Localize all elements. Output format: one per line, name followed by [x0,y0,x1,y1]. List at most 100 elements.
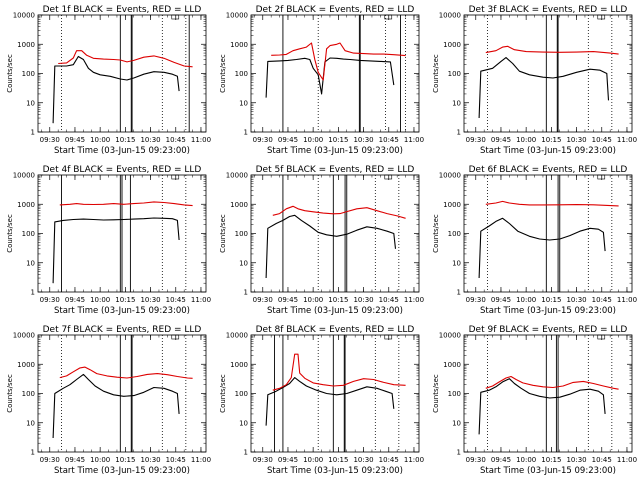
x-tick-label: 10:45 [379,136,399,144]
y-tick-label: 1000 [443,201,461,209]
series-line-lld [59,366,193,379]
series-line-events [52,217,180,284]
y-tick-label: 10 [452,99,461,107]
chart-title: Det 1f BLACK = Events, RED = LLD [43,5,202,15]
y-tick-label: 10000 [13,172,35,180]
x-tick-label: 10:30 [353,456,373,464]
x-tick-label: 10:15 [328,136,348,144]
y-tick-label: 1 [457,449,461,457]
series-line-lld [485,45,619,55]
x-tick-label: 10:30 [140,136,160,144]
series-line-lld [58,50,193,68]
series-line-lld [485,200,619,207]
chart-title: Det 3f BLACK = Events, RED = LLD [469,5,628,15]
x-tick-label: 10:45 [166,296,186,304]
x-tick-label: 10:00 [303,296,323,304]
series-line-events [265,57,395,98]
x-axis-label: Start Time (03-Jun-15 09:23:00) [54,146,190,156]
x-tick-label: 09:45 [278,296,298,304]
y-tick-label: 10000 [226,172,248,180]
y-tick-label: 1 [244,129,248,137]
x-tick-label: 09:30 [253,296,273,304]
x-tick-label: 10:00 [90,296,110,304]
y-tick-label: 1000 [17,41,35,49]
chart-title: Det 9f BLACK = Events, RED = LLD [469,325,628,335]
y-axis-label: Counts/sec [6,214,14,253]
x-tick-label: 10:15 [115,296,135,304]
series-line-lld [485,375,619,390]
y-tick-label: 1000 [230,361,248,369]
x-tick-label: 09:30 [40,456,60,464]
y-tick-label: 1 [31,449,35,457]
y-tick-label: 100 [22,230,35,238]
y-tick-label: 1000 [230,41,248,49]
x-tick-label: 11:00 [404,296,424,304]
y-axis-label: Counts/sec [219,374,227,413]
y-tick-label: 10000 [439,332,461,340]
y-tick-label: 1000 [17,201,35,209]
y-axis-label: Counts/sec [219,214,227,253]
x-tick-label: 11:00 [191,456,211,464]
x-tick-label: 10:15 [541,456,561,464]
x-tick-label: 11:00 [617,456,637,464]
x-tick-label: 10:00 [516,296,536,304]
y-tick-label: 10 [239,419,248,427]
x-axis-label: Start Time (03-Jun-15 09:23:00) [267,306,403,316]
x-tick-label: 10:00 [90,136,110,144]
x-tick-label: 11:00 [404,456,424,464]
chart-panel-5: Det 5f BLACK = Events, RED = LLD Start Ti… [219,165,424,316]
chart-panel-7: Det 7f BLACK = Events, RED = LLD Start Ti… [6,325,211,476]
x-tick-label: 09:30 [466,136,486,144]
series-line-lld [272,353,406,391]
chart-panel-4: Det 4f BLACK = Events, RED = LLD Start Ti… [6,165,211,316]
y-tick-label: 10000 [226,12,248,20]
x-tick-label: 09:45 [65,456,85,464]
x-tick-label: 11:00 [191,136,211,144]
x-tick-label: 10:30 [566,136,586,144]
top-box-marker [597,334,606,340]
y-axis-label: Counts/sec [6,374,14,413]
y-tick-label: 10 [26,419,35,427]
y-tick-label: 10 [26,259,35,267]
x-tick-label: 09:30 [253,456,273,464]
x-axis-label: Start Time (03-Jun-15 09:23:00) [480,466,616,476]
series-line-lld [272,205,406,219]
y-tick-label: 1 [457,289,461,297]
plot-frame [250,14,420,133]
y-tick-label: 1 [31,289,35,297]
x-tick-label: 10:30 [140,296,160,304]
x-tick-label: 10:15 [115,136,135,144]
top-box-marker [597,14,606,20]
x-tick-label: 09:30 [466,296,486,304]
x-tick-label: 10:00 [303,456,323,464]
x-tick-label: 09:45 [65,136,85,144]
series-line-events [478,378,606,435]
y-tick-label: 10000 [13,332,35,340]
y-tick-label: 1 [457,129,461,137]
x-tick-label: 09:45 [278,456,298,464]
x-tick-label: 09:45 [491,296,511,304]
chart-title: Det 6f BLACK = Events, RED = LLD [469,165,628,175]
x-tick-label: 10:45 [166,456,186,464]
x-axis-label: Start Time (03-Jun-15 09:23:00) [54,466,190,476]
y-axis-label: Counts/sec [432,374,440,413]
x-tick-label: 11:00 [617,296,637,304]
y-axis-label: Counts/sec [6,54,14,93]
x-tick-label: 10:45 [166,136,186,144]
chart-panel-1: Det 1f BLACK = Events, RED = LLD Start Ti… [6,5,211,156]
x-tick-label: 10:45 [592,456,612,464]
x-tick-label: 10:15 [328,456,348,464]
x-axis-label: Start Time (03-Jun-15 09:23:00) [480,306,616,316]
y-tick-label: 100 [235,390,248,398]
x-tick-label: 10:00 [516,456,536,464]
x-tick-label: 11:00 [617,136,637,144]
x-tick-label: 10:15 [328,296,348,304]
x-axis-label: Start Time (03-Jun-15 09:23:00) [267,146,403,156]
x-tick-label: 10:45 [592,296,612,304]
chart-panel-6: Det 6f BLACK = Events, RED = LLD Start Ti… [432,165,637,316]
x-tick-label: 10:45 [592,136,612,144]
x-tick-label: 11:00 [191,296,211,304]
chart-title: Det 2f BLACK = Events, RED = LLD [256,5,415,15]
plot-frame [37,334,207,453]
x-tick-label: 10:15 [115,456,135,464]
